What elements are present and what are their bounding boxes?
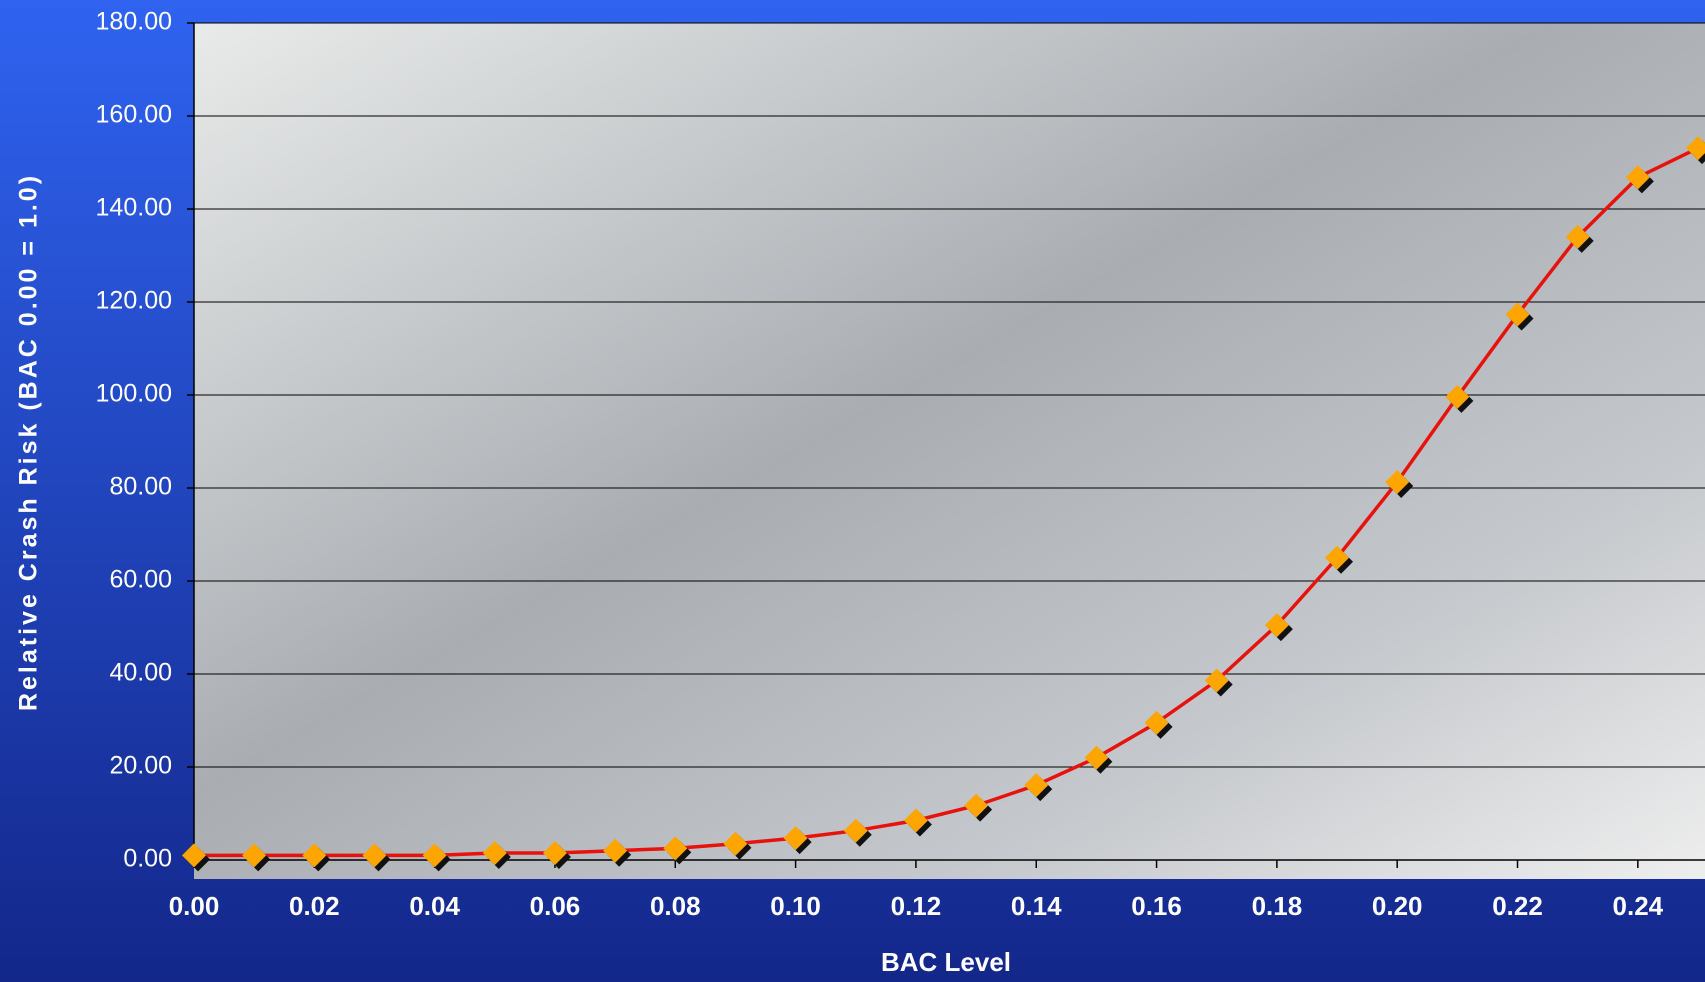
x-tick-label: 0.02 [289,891,340,921]
y-tick-label: 140.00 [96,194,172,222]
y-tick-label: 80.00 [109,473,172,501]
y-tick-label: 100.00 [96,380,172,408]
data-point [964,793,989,818]
x-tick-label: 0.10 [770,891,821,921]
data-point [1264,613,1289,638]
data-point [903,808,928,833]
data-point [1385,469,1410,494]
data-point [542,841,567,866]
y-tick-label: 20.00 [109,752,172,780]
y-tick-label: 160.00 [96,101,172,129]
x-tick-label: 0.16 [1131,891,1182,921]
y-tick-label: 0.00 [123,845,172,873]
data-point [1204,668,1229,693]
data-point [422,843,447,868]
y-tick-label: 40.00 [109,659,172,687]
data-point [1445,384,1470,409]
data-point [1686,136,1705,161]
data-point [1024,773,1049,798]
data-point [242,843,267,868]
data-point [1325,545,1350,570]
x-tick-label: 0.00 [169,891,220,921]
data-point [182,843,206,868]
x-tick-label: 0.24 [1613,891,1664,921]
data-point [603,838,628,863]
data-point [783,826,808,851]
x-tick-label: 0.20 [1372,891,1423,921]
y-tick-label: 60.00 [109,566,172,594]
x-tick-label: 0.14 [1011,891,1062,921]
y-tick-label: 180.00 [96,8,172,36]
data-point [663,836,688,861]
x-tick-label: 0.12 [891,891,942,921]
y-axis-title: Relative Crash Risk (BAC 0.00 = 1.0) [15,173,43,711]
x-tick-label: 0.18 [1252,891,1303,921]
data-point [482,841,507,866]
data-point [1625,165,1650,190]
x-tick-label: 0.04 [409,891,460,921]
x-tick-label: 0.06 [530,891,581,921]
y-tick-label: 120.00 [96,287,172,315]
x-tick-label: 0.22 [1492,891,1543,921]
data-point [1144,710,1169,735]
data-point [1084,745,1109,770]
x-tick-label: 0.08 [650,891,701,921]
data-point [362,843,387,868]
x-axis-title: BAC Level [881,947,1011,977]
data-point [302,843,327,868]
plot-area [194,23,1705,879]
data-point [723,831,748,856]
data-point [1565,224,1590,249]
data-point [1505,302,1530,327]
data-point [843,818,868,843]
